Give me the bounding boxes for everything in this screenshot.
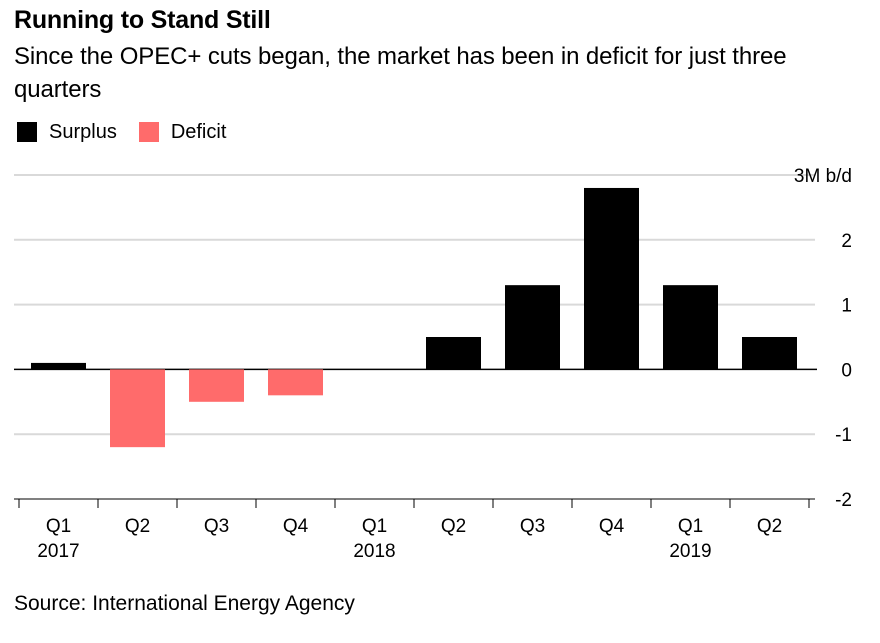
x-tick-label: Q2 [441,516,466,537]
bar-deficit [189,369,244,402]
legend-item-surplus: Surplus [17,121,117,144]
x-year-label: 2019 [669,541,711,562]
legend-swatch-deficit [138,122,159,142]
axis-layer: 3M b/d 2 1 0 -1 -2 Q1 2017 Q2 Q3 Q4 Q1 2018 Q2 Q3 Q4 Q1 2… [18,166,852,562]
legend-item-deficit: Deficit [138,120,227,144]
bar-surplus [31,362,86,370]
bar-deficit [268,369,323,396]
chart-title: Running to Stand Still [14,6,271,34]
y-tick-label: 3M b/d [794,166,852,187]
bar-surplus [584,187,639,370]
x-year-label: 2018 [353,541,395,562]
bar-surplus [505,285,560,370]
bar-surplus [663,285,718,370]
x-tick-label: Q4 [283,516,309,537]
x-tick-label: Q2 [125,516,150,537]
x-tick-label: Q4 [599,516,625,537]
bar-surplus [742,337,797,370]
bar-layer [31,187,797,448]
bar-surplus [426,337,481,370]
y-tick-label: 0 [841,360,852,381]
y-tick-label: 2 [841,231,852,252]
legend-label-deficit: Deficit [170,120,227,143]
x-tick-label: Q1 [362,516,387,537]
bar-chart: 3M b/d 2 1 0 -1 -2 Q1 2017 Q2 Q3 Q4 Q1 2018 Q2 Q3 Q4 Q1 2… [14,166,852,562]
y-tick-label: 1 [841,296,852,317]
legend-swatch-surplus [17,122,37,142]
bar-deficit [110,369,165,448]
legend: Surplus Deficit [17,119,248,145]
x-tick-label: Q2 [757,516,782,537]
x-tick-label: Q1 [678,516,703,537]
source-note: Source: International Energy Agency [14,592,355,615]
chart-subtitle: Since the OPEC+ cuts began, the market h… [14,43,787,103]
x-tick-label: Q3 [520,516,545,537]
x-tick-label: Q1 [46,516,71,537]
x-tick-label: Q3 [204,516,229,537]
y-tick-label: -2 [835,490,852,511]
y-tick-label: -1 [835,425,852,446]
legend-label-surplus: Surplus [49,120,117,143]
x-year-label: 2017 [37,541,79,562]
